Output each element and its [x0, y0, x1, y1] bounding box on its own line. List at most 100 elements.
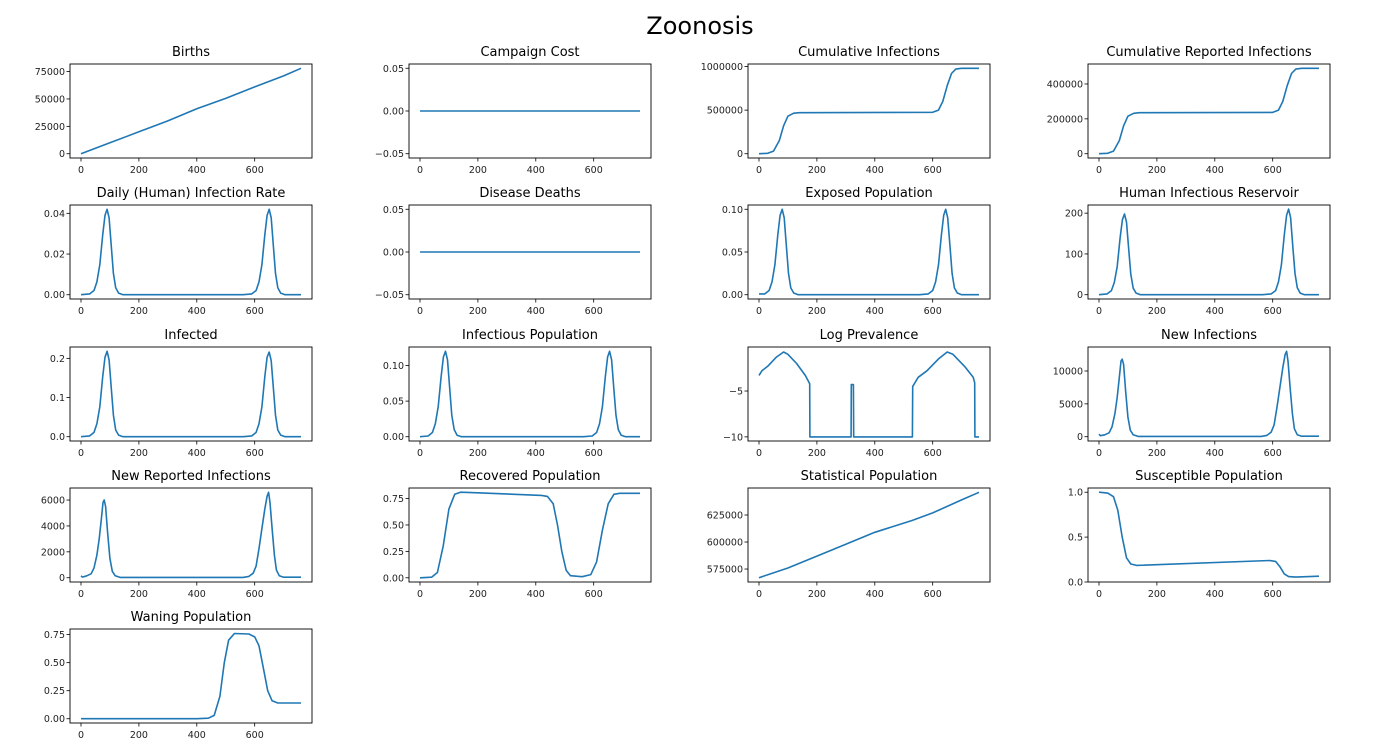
y-tick-label: 500000: [707, 106, 743, 117]
y-tick-label: 50000: [35, 94, 65, 105]
subplot-title: Waning Population: [131, 610, 252, 625]
series-line: [758, 351, 979, 438]
subplot-title: Log Prevalence: [820, 328, 919, 343]
subplot-title: Daily (Human) Infection Rate: [97, 186, 286, 201]
subplot-title: Recovered Population: [460, 469, 601, 484]
axes-frame: [408, 346, 652, 442]
y-tick-label: −10: [723, 432, 743, 443]
x-tick-label: 0: [417, 306, 423, 317]
x-tick-label: 200: [469, 165, 487, 176]
x-tick-label: 400: [866, 165, 884, 176]
series-line: [1098, 208, 1319, 296]
axes-frame: [1087, 487, 1331, 583]
subplot: Recovered Population 0 200 400 600 0.00 0.25 0.…: [383, 469, 652, 600]
x-tick-label: 600: [585, 448, 603, 459]
axes-frame: [69, 487, 313, 583]
x-tick-label: 600: [246, 730, 264, 741]
x-tick-label: 0: [78, 589, 84, 600]
subplot-title: New Reported Infections: [111, 469, 271, 484]
x-tick-label: 0: [78, 730, 84, 741]
x-tick-label: 200: [1148, 165, 1166, 176]
x-tick-label: 400: [866, 589, 884, 600]
y-tick-label: 0.05: [383, 64, 404, 75]
y-tick-label: −0.05: [375, 290, 404, 301]
series-line: [758, 491, 980, 579]
y-tick-label: 0.05: [722, 248, 743, 259]
subplot-title: Human Infectious Reservoir: [1119, 186, 1299, 201]
y-tick-label: 25000: [35, 122, 65, 133]
x-tick-label: 600: [924, 589, 942, 600]
y-tick-label: 1000000: [701, 62, 743, 73]
y-tick-label: 0: [59, 573, 65, 584]
series-line: [80, 208, 301, 296]
axes-frame: [69, 63, 313, 159]
x-tick-label: 600: [924, 306, 942, 317]
y-tick-label: 4000: [41, 521, 65, 532]
y-tick-label: 0.05: [383, 397, 404, 408]
x-tick-label: 200: [469, 589, 487, 600]
y-tick-label: 0.04: [44, 209, 65, 220]
x-tick-label: 200: [808, 589, 826, 600]
series-line: [1098, 491, 1320, 578]
x-tick-label: 600: [246, 306, 264, 317]
x-tick-label: 200: [469, 448, 487, 459]
x-tick-label: 400: [527, 306, 545, 317]
subplot: Waning Population 0 200 400 600 0.00 0.25 0.50 0…: [44, 610, 313, 741]
y-tick-label: 0: [1077, 149, 1083, 160]
series-line: [759, 208, 979, 296]
x-tick-label: 400: [1206, 448, 1224, 459]
series-line: [80, 350, 301, 438]
x-tick-label: 400: [866, 306, 884, 317]
x-tick-label: 200: [1148, 589, 1166, 600]
x-tick-label: 400: [188, 448, 206, 459]
axes-frame: [747, 63, 991, 159]
y-tick-label: 1.0: [1068, 488, 1083, 499]
subplot: Statistical Population 0 200 400 600 575000 60…: [707, 469, 991, 600]
y-tick-label: 0.0: [1068, 578, 1083, 589]
axes-frame: [69, 628, 313, 724]
x-tick-label: 0: [417, 165, 423, 176]
subplot: Cumulative Reported Infections 0 200 400 600…: [1047, 45, 1331, 176]
x-tick-label: 400: [866, 448, 884, 459]
series-line: [80, 491, 301, 579]
axes-frame: [69, 346, 313, 442]
x-tick-label: 0: [756, 165, 762, 176]
x-tick-label: 400: [1206, 589, 1224, 600]
y-tick-label: −5: [729, 387, 743, 398]
subplot-title: Statistical Population: [801, 469, 938, 484]
axes-frame: [69, 204, 313, 300]
x-tick-label: 0: [756, 448, 762, 459]
x-tick-label: 600: [585, 165, 603, 176]
y-tick-label: 0.10: [722, 205, 743, 216]
subplot-title: Cumulative Reported Infections: [1106, 45, 1312, 60]
x-tick-label: 600: [585, 589, 603, 600]
subplot-title: Infected: [164, 328, 217, 343]
x-tick-label: 200: [130, 730, 148, 741]
y-tick-label: 0.00: [383, 107, 404, 118]
x-tick-label: 200: [1148, 306, 1166, 317]
x-tick-label: 0: [417, 589, 423, 600]
y-tick-label: 0.75: [44, 630, 65, 641]
subplot: Campaign Cost 0 200 400 600 −0.05 0.00 0.05: [375, 45, 652, 176]
y-tick-label: 0.0: [50, 432, 65, 443]
x-tick-label: 200: [130, 448, 148, 459]
x-tick-label: 600: [1264, 306, 1282, 317]
x-tick-label: 600: [1264, 448, 1282, 459]
y-tick-label: 0.02: [44, 250, 65, 261]
y-tick-label: 0.2: [50, 354, 65, 365]
y-tick-label: 0.00: [383, 573, 404, 584]
series-line: [1098, 67, 1319, 155]
y-tick-label: 0: [1077, 432, 1083, 443]
subplot: Infected 0 200 400 600 0.0 0.1 0.2: [50, 328, 313, 459]
x-tick-label: 0: [78, 306, 84, 317]
axes-frame: [747, 346, 991, 442]
y-tick-label: 0.50: [44, 658, 65, 669]
x-tick-label: 400: [188, 730, 206, 741]
y-tick-label: 600000: [707, 538, 743, 549]
x-tick-label: 600: [924, 165, 942, 176]
subplot: New Infections 0 200 400 600 0 5000 10000: [1053, 328, 1331, 459]
y-tick-label: 200: [1065, 209, 1083, 220]
x-tick-label: 0: [1096, 306, 1102, 317]
